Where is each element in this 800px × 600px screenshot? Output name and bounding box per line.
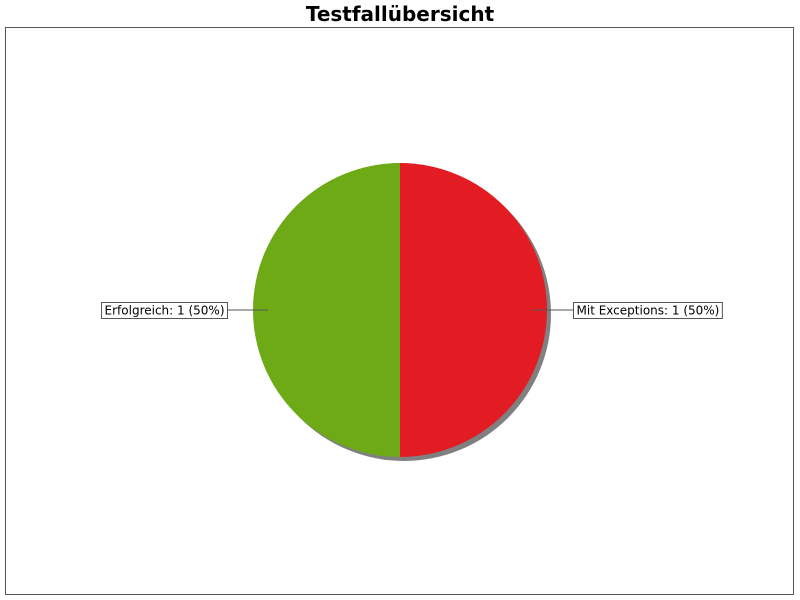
slice-label: Erfolgreich: 1 (50%) xyxy=(105,304,225,318)
pie-slice-mit-exceptions xyxy=(400,163,547,457)
chart-title: Testfallübersicht xyxy=(305,2,495,26)
slice-label: Mit Exceptions: 1 (50%) xyxy=(577,304,720,318)
pie-slice-erfolgreich xyxy=(253,163,400,457)
label-box xyxy=(101,302,228,319)
label-box xyxy=(573,302,723,319)
